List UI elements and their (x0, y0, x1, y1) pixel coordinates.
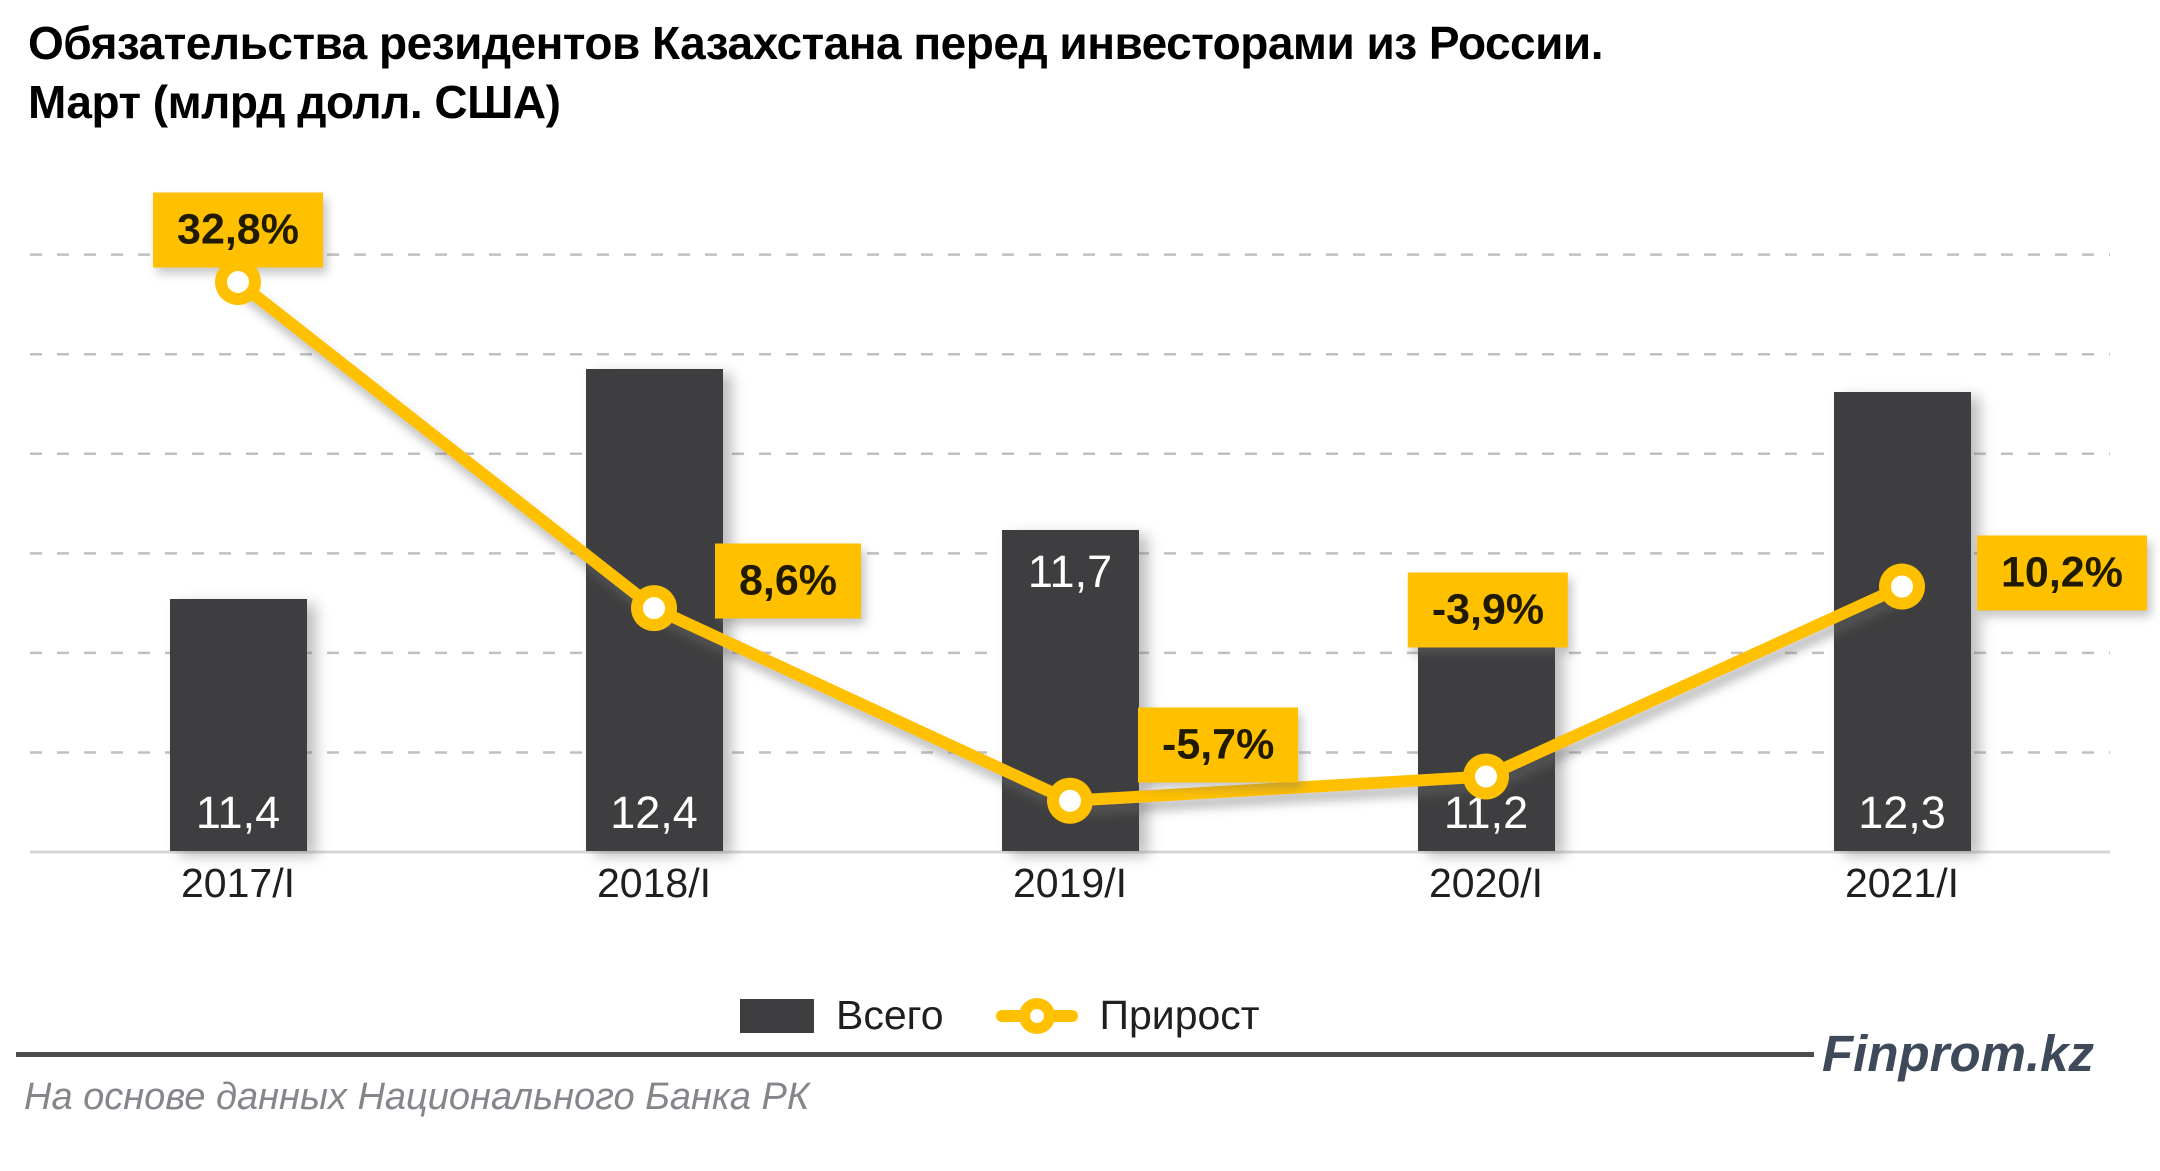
x-axis-label-2017/I: 2017/I (181, 860, 295, 906)
page-title-line1: Обязательства резидентов Казахстана пере… (28, 17, 1603, 69)
x-axis-label-2018/I: 2018/I (597, 860, 711, 906)
line-marker (1463, 753, 1509, 800)
bar-2018/I: 12,4 (585, 369, 723, 851)
legend-bar-swatch (740, 998, 814, 1033)
legend-label-total: Всего (836, 992, 944, 1038)
page-title-line2: Март (млрд долл. США) (28, 76, 561, 128)
line-data-label-2018/I: 8,6% (715, 543, 862, 619)
legend: Всего Прирост (740, 992, 1260, 1039)
x-axis-label-2021/I: 2021/I (1845, 860, 1959, 906)
bar-2019/I: 11,7 (1001, 530, 1139, 851)
line-data-label-2019/I: -5,7% (1138, 707, 1299, 783)
bar-2021/I: 12,3 (1833, 392, 1971, 851)
line-marker (1879, 563, 1925, 610)
brand-logo: Finprom.kz (1822, 1025, 2095, 1082)
bar-value-label: 12,3 (1858, 787, 1946, 838)
legend-label-growth: Прирост (1099, 992, 1260, 1038)
bar-value-label: 11,4 (195, 787, 281, 838)
legend-line-marker-swatch (995, 994, 1078, 1038)
line-marker (1047, 777, 1093, 824)
footer-divider (16, 1052, 1814, 1057)
x-axis-label-2020/I: 2020/I (1429, 860, 1543, 906)
legend-marker-icon (1018, 997, 1055, 1034)
line-data-label-2020/I: -3,9% (1407, 572, 1569, 648)
bar-value-label: 11,7 (1027, 546, 1113, 597)
line-marker (631, 585, 677, 632)
line-marker (215, 259, 261, 306)
growth-line (232, 276, 1908, 807)
source-note: На основе данных Национального Банка РК (24, 1076, 810, 1118)
line-data-label-2021/I: 10,2% (1977, 535, 2147, 611)
bar-value-label: 12,4 (610, 787, 698, 838)
page-title: Обязательства резидентов Казахстана пере… (28, 14, 1603, 132)
x-axis-label-2019/I: 2019/I (1013, 860, 1127, 906)
bar-2020/I: 11,2 (1417, 645, 1555, 851)
bar-value-label: 11,2 (1443, 787, 1529, 838)
line-data-label-2017/I: 32,8% (153, 192, 323, 268)
bar-2017/I: 11,4 (169, 599, 307, 851)
